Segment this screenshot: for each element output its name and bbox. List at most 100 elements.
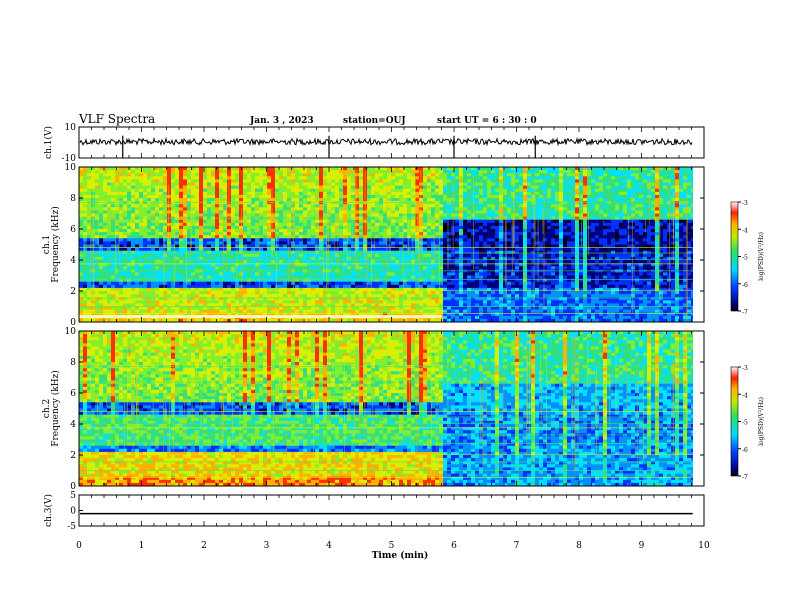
spectrogram-cell: [163, 185, 168, 189]
spectrogram-cell: [419, 281, 424, 286]
spectrogram-cell: [123, 213, 128, 217]
spectrogram-cell: [375, 238, 380, 242]
spectrogram-cell: [387, 300, 392, 304]
spectrogram-cell: [247, 198, 252, 202]
spectrogram-cell: [419, 300, 424, 304]
spectrogram-cell: [79, 213, 84, 217]
spectrogram-cell: [243, 318, 248, 323]
spectrogram-cell: [451, 297, 456, 301]
spectrogram-cell: [155, 294, 160, 298]
spectrogram-cell: [431, 312, 436, 317]
spectrogram-cell: [127, 250, 132, 255]
spectrogram-cell: [183, 238, 188, 242]
spectrogram-cell: [127, 244, 132, 248]
spectrogram-cell: [427, 312, 432, 317]
spectrogram-cell: [275, 170, 280, 174]
spectrogram-cell: [407, 318, 412, 323]
spectrogram-cell: [223, 182, 228, 186]
spectrogram-cell: [443, 275, 448, 279]
spectrogram-cell: [311, 225, 316, 230]
spectrogram-cell: [323, 179, 328, 183]
spectrogram-cell: [379, 306, 384, 310]
spectrogram-cell: [359, 235, 364, 239]
spectrogram-cell: [123, 179, 128, 183]
spectrogram-cell: [399, 232, 404, 236]
spectrogram-cell: [115, 272, 120, 276]
spectrogram-cell: [215, 229, 220, 233]
spectrogram-cell: [459, 253, 464, 258]
spectrogram-cell: [283, 238, 288, 242]
spectrogram-cell: [351, 253, 356, 258]
spectrogram-cell: [243, 291, 248, 295]
spectrogram-cell: [143, 188, 148, 193]
spectrogram-cell: [399, 238, 404, 242]
spectrogram-cell: [259, 219, 264, 224]
spectrogram-cell: [275, 235, 280, 239]
spectrogram-cell: [131, 284, 136, 289]
spectrogram-cell: [463, 219, 468, 224]
spectrogram-cell: [143, 281, 148, 286]
spectrogram-cell: [139, 241, 144, 245]
spectrogram-cell: [179, 297, 184, 301]
spectrogram-cell: [391, 297, 396, 301]
spectrogram-cell: [151, 225, 156, 230]
spectrogram-cell: [283, 278, 288, 282]
spectrogram-cell: [187, 210, 192, 214]
spectrogram-cell: [131, 225, 136, 230]
spectrogram-cell: [131, 222, 136, 227]
spectrogram-cell: [355, 188, 360, 193]
spectrogram-cell: [375, 182, 380, 186]
spectrogram-cell: [415, 287, 420, 292]
spectrogram-cell: [223, 278, 228, 282]
spectrogram-cell: [303, 179, 308, 183]
spectrogram-cell: [87, 303, 92, 307]
spectrogram-cell: [215, 297, 220, 301]
spectrogram-cell: [423, 238, 428, 242]
spectrogram-cell: [287, 247, 292, 251]
spectrogram-cell: [219, 256, 224, 261]
spectrogram-cell: [87, 235, 92, 239]
spectrogram-cell: [355, 182, 360, 186]
spectrogram-cell: [263, 238, 268, 242]
spectrogram-cell: [163, 244, 168, 248]
spectrogram-cell: [399, 303, 404, 307]
spectrogram-cell: [187, 260, 192, 264]
spectrogram-cell: [195, 179, 200, 183]
spectrogram-cell: [455, 213, 460, 217]
spectrogram-cell: [191, 210, 196, 214]
spectrogram-cell: [463, 198, 468, 202]
spectrogram-cell: [295, 297, 300, 301]
spectrogram-cell: [231, 306, 236, 310]
spectrogram-cell: [351, 263, 356, 267]
spectrogram-cell: [143, 198, 148, 202]
spectrogram-cell: [235, 173, 240, 177]
spectrogram-cell: [307, 278, 312, 282]
spectrogram-cell: [415, 204, 420, 208]
spectrogram-cell: [139, 306, 144, 310]
spectrogram-cell: [291, 253, 296, 258]
spectrogram-cell: [467, 185, 472, 189]
spectrogram-cell: [419, 284, 424, 289]
spectrogram-cell: [147, 272, 152, 276]
spectrogram-cell: [387, 260, 392, 264]
spectrogram-cell: [343, 303, 348, 307]
spectrogram-cell: [403, 278, 408, 282]
spectrogram-cell: [347, 300, 352, 304]
spectrogram-cell: [259, 229, 264, 233]
spectrogram-cell: [471, 278, 476, 282]
spectrogram-cell: [415, 294, 420, 298]
spectrogram-cell: [447, 225, 452, 230]
spectrogram-cell: [407, 232, 412, 236]
spectrogram-cell: [123, 260, 128, 264]
spectrogram-cell: [367, 191, 372, 196]
spectrogram-cell: [231, 287, 236, 292]
spectrogram-cell: [223, 173, 228, 177]
spectrogram-cell: [275, 278, 280, 282]
spectrogram-cell: [107, 300, 112, 304]
spectrogram-cell: [391, 275, 396, 279]
spectrogram-cell: [415, 191, 420, 196]
spectrogram-cell: [223, 284, 228, 289]
spectrogram-cell: [219, 238, 224, 242]
spectrogram-cell: [191, 287, 196, 292]
spectrogram-cell: [451, 312, 456, 317]
